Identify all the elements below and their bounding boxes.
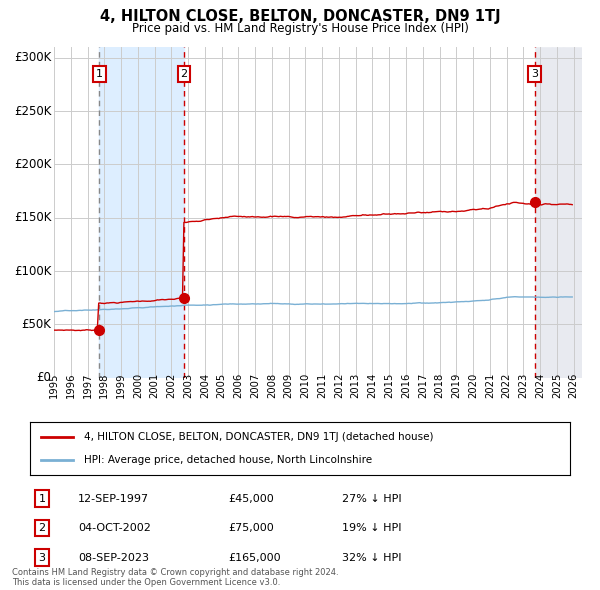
Text: HPI: Average price, detached house, North Lincolnshire: HPI: Average price, detached house, Nort… — [84, 455, 372, 465]
Text: 2: 2 — [181, 69, 187, 79]
Text: 3: 3 — [531, 69, 538, 79]
Text: 32% ↓ HPI: 32% ↓ HPI — [342, 553, 401, 562]
Bar — [535, 47, 582, 378]
Text: £45,000: £45,000 — [228, 494, 274, 503]
Text: £75,000: £75,000 — [228, 523, 274, 533]
Text: £0: £0 — [37, 371, 52, 384]
Text: 08-SEP-2023: 08-SEP-2023 — [78, 553, 149, 562]
Text: 4, HILTON CLOSE, BELTON, DONCASTER, DN9 1TJ (detached house): 4, HILTON CLOSE, BELTON, DONCASTER, DN9 … — [84, 432, 433, 442]
Text: £250K: £250K — [14, 104, 52, 117]
Text: £165,000: £165,000 — [228, 553, 281, 562]
Text: Price paid vs. HM Land Registry's House Price Index (HPI): Price paid vs. HM Land Registry's House … — [131, 22, 469, 35]
Bar — [100, 47, 184, 378]
Text: £100K: £100K — [14, 264, 52, 277]
Text: 1: 1 — [96, 69, 103, 79]
Text: £150K: £150K — [14, 211, 52, 224]
Text: 04-OCT-2002: 04-OCT-2002 — [78, 523, 151, 533]
Text: 4, HILTON CLOSE, BELTON, DONCASTER, DN9 1TJ: 4, HILTON CLOSE, BELTON, DONCASTER, DN9 … — [100, 9, 500, 24]
Text: £300K: £300K — [14, 51, 52, 64]
Text: £200K: £200K — [14, 158, 52, 171]
Text: 27% ↓ HPI: 27% ↓ HPI — [342, 494, 401, 503]
Text: Contains HM Land Registry data © Crown copyright and database right 2024.
This d: Contains HM Land Registry data © Crown c… — [12, 568, 338, 587]
Text: 12-SEP-1997: 12-SEP-1997 — [78, 494, 149, 503]
Text: £50K: £50K — [22, 318, 52, 331]
Text: 1: 1 — [38, 494, 46, 503]
Text: 3: 3 — [38, 553, 46, 562]
Text: 2: 2 — [38, 523, 46, 533]
Text: 19% ↓ HPI: 19% ↓ HPI — [342, 523, 401, 533]
